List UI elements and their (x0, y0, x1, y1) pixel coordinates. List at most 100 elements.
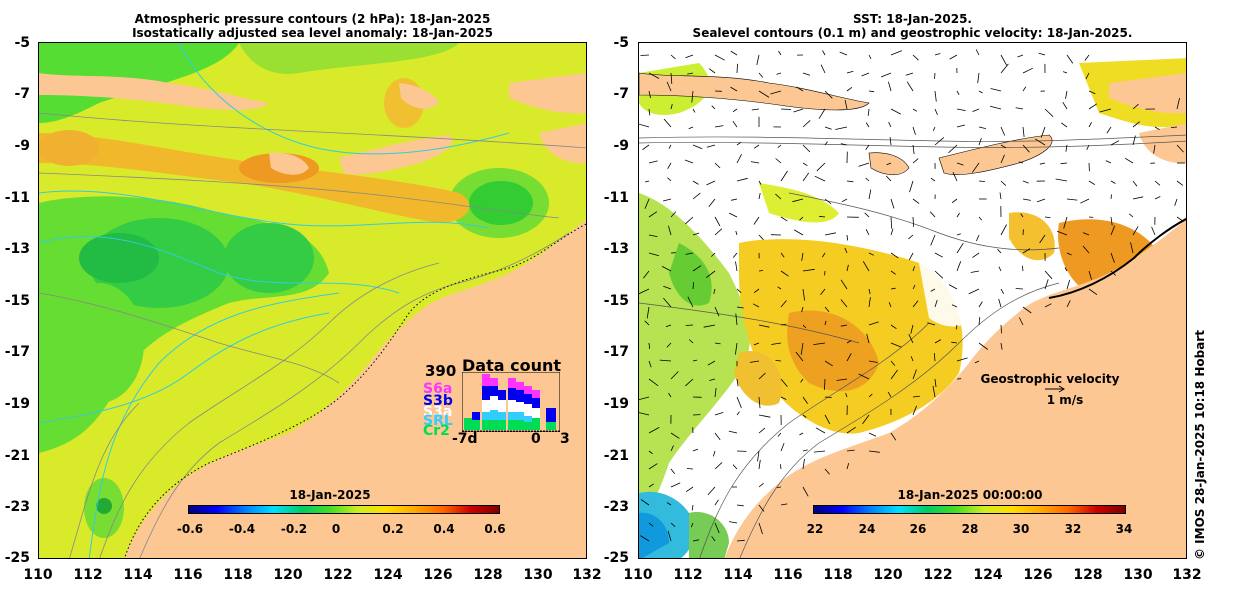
velocity-arrow (868, 450, 880, 453)
velocity-arrow (775, 158, 782, 164)
velocity-arrow (802, 324, 807, 329)
lon-tick: 126 (423, 567, 453, 583)
velocity-arrow (639, 123, 650, 128)
lon-tick: 112 (673, 567, 703, 583)
velocity-arrow (753, 144, 760, 149)
velocity-arrow (846, 234, 849, 241)
velocity-arrow (648, 360, 652, 368)
velocity-arrow (691, 90, 694, 103)
velocity-arrow (801, 306, 804, 313)
velocity-arrow (890, 216, 893, 229)
velocity-arrow (758, 504, 765, 512)
velocity-arrow (840, 279, 848, 290)
lon-tick: 124 (373, 567, 403, 583)
velocity-arrow (663, 118, 672, 128)
velocity-arrow (968, 288, 980, 295)
velocity-arrow (1044, 216, 1051, 218)
velocity-arrow (820, 64, 826, 74)
velocity-arrow (948, 284, 958, 290)
velocity-arrow (844, 100, 848, 110)
velocity-arrow (714, 342, 721, 345)
velocity-arrow (801, 252, 804, 261)
velocity-arrow (912, 284, 916, 290)
velocity-arrow (1018, 317, 1024, 326)
velocity-arrow (642, 144, 650, 151)
velocity-arrow (640, 535, 650, 542)
velocity-arrow (648, 342, 650, 349)
velocity-arrow (1044, 270, 1053, 280)
velocity-arrow (668, 225, 672, 236)
velocity-arrow (685, 216, 694, 225)
velocity-arrow (665, 324, 672, 328)
velocity-arrow (997, 248, 1002, 254)
velocity-arrow (956, 124, 965, 128)
velocity-arrow (1000, 342, 1003, 350)
velocity-arrow (687, 72, 694, 75)
velocity-arrow (824, 320, 827, 326)
velocity-arrow (865, 144, 870, 151)
velocity-arrow (866, 333, 870, 344)
velocity-arrow (1000, 144, 1007, 149)
lon-tick: 110 (623, 567, 653, 583)
velocity-arrow (824, 360, 833, 367)
velocity-arrow (846, 426, 856, 434)
velocity-arrow (934, 299, 938, 308)
velocity-arrow (912, 158, 919, 164)
velocity-arrow (692, 108, 696, 113)
velocity-arrow (1110, 252, 1115, 263)
velocity-arrow (663, 198, 672, 202)
velocity-arrow (688, 126, 694, 130)
velocity-arrow (714, 522, 720, 534)
velocity-arrow (793, 108, 804, 113)
velocity-arrow (713, 450, 716, 457)
velocity-arrow (732, 252, 738, 258)
velocity-arrow (908, 234, 914, 240)
velocity-arrow (912, 216, 914, 227)
velocity-arrow (802, 144, 811, 153)
lat-tick: -19 (4, 396, 30, 412)
velocity-arrow (886, 162, 892, 166)
velocity-arrow (1088, 288, 1098, 296)
velocity-arrow (816, 162, 826, 172)
velocity-arrow (1000, 224, 1007, 236)
velocity-arrow (889, 137, 892, 146)
velocity-arrow (1082, 245, 1090, 254)
velocity-arrow (735, 261, 738, 272)
velocity-arrow (865, 177, 870, 182)
velocity-arrow (736, 177, 748, 182)
velocity-arrow (771, 342, 782, 345)
velocity-arrow (824, 396, 832, 398)
colorbar-tick: -0.4 (228, 522, 256, 536)
velocity-arrow (799, 216, 804, 221)
lon-tick: 114 (723, 567, 753, 583)
velocity-arrow (1110, 180, 1116, 184)
velocity-arrow (1176, 97, 1180, 110)
velocity-arrow (780, 503, 788, 506)
velocity-arrow (846, 340, 852, 344)
velocity-arrow (668, 144, 672, 149)
velocity-arrow (690, 522, 694, 528)
lon-tick: 128 (1073, 567, 1103, 583)
velocity-arrow (814, 175, 826, 182)
velocity-arrow (778, 50, 782, 56)
velocity-arrow (978, 90, 983, 94)
velocity-arrow (1022, 126, 1025, 137)
velocity-arrow (824, 90, 833, 99)
velocity-arrow (802, 288, 805, 301)
velocity-arrow (1132, 135, 1136, 146)
velocity-arrow (824, 414, 831, 425)
velocity-arrow (648, 252, 660, 257)
velocity-arrow (908, 334, 914, 344)
velocity-arrow (713, 288, 716, 294)
velocity-arrow (648, 160, 658, 164)
left-title-line2: Isostatically adjusted sea level anomaly… (132, 26, 493, 40)
velocity-arrow (1066, 252, 1072, 256)
velocity-arrow (1039, 162, 1046, 165)
lon-tick: 120 (273, 567, 303, 583)
velocity-arrow (930, 177, 936, 182)
velocity-arrow (732, 464, 738, 470)
velocity-arrow (824, 141, 828, 146)
velocity-arrow (644, 198, 650, 209)
velocity-arrow (777, 144, 782, 149)
geostrophic-arrow-icon (1045, 385, 1065, 393)
